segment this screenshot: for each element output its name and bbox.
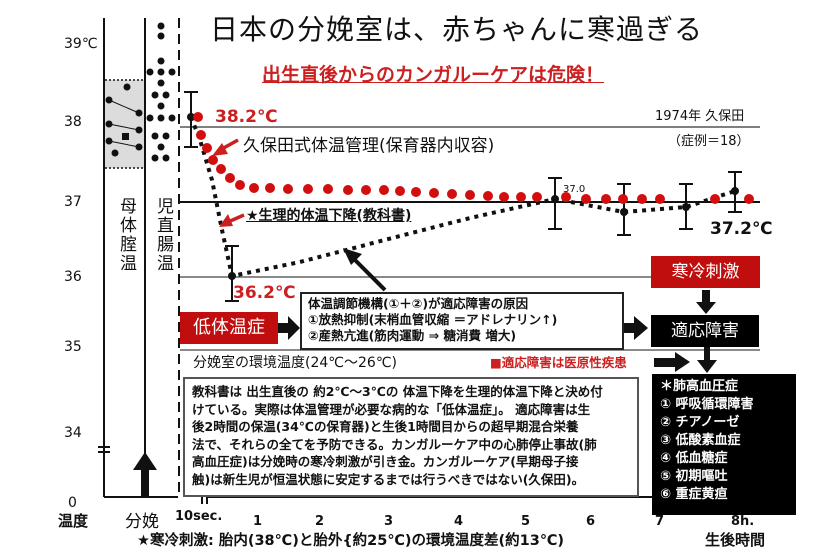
physiological-drop-curve	[189, 116, 736, 279]
infant-column-label: 児直腸温	[153, 197, 173, 273]
footnote-cold-stimulus: ★寒冷刺激: 胎内(38℃)と胎外{約25℃)の環境温度差(約13℃)	[137, 533, 565, 549]
kubota-method-label: 久保田式体温管理(保育器内収容)	[243, 136, 495, 156]
mechanism-box: 体温調節機構(①＋②)が適応障害の原因 ①放熱抑制(末梢血管収縮 ＝アドレナリン…	[300, 292, 624, 350]
infant-rectal-points	[146, 22, 176, 162]
x-tick-8h: 8h.	[731, 514, 755, 529]
complication-item: ③ 低酸素血症	[660, 433, 741, 448]
end-temp-label: 37.2℃	[710, 219, 773, 239]
hypothermia-box: 低体温症	[180, 312, 278, 344]
maternal-points	[105, 83, 143, 157]
y-tick-36: 36	[64, 269, 82, 285]
x-tick-1: 1	[253, 514, 263, 529]
cold-stimulus-box: 寒冷刺激	[651, 256, 760, 288]
low-temp-label: 36.2℃	[233, 283, 296, 303]
complication-item: ＊肺高血圧症	[660, 379, 739, 394]
point-37-label: 37.0	[563, 184, 586, 195]
x-tick-5: 5	[521, 514, 531, 529]
x-tick-4: 4	[454, 514, 464, 529]
mechanism-line-2: ②産熱亢進(筋肉運動 ⇒ 糖消費 増大)	[308, 328, 517, 343]
x-tick-6: 6	[586, 514, 596, 529]
textbook-explanation-box: 教科書は 出生直後の 約2℃〜3℃の 体温下降を生理的体温下降と決め付 けている…	[183, 377, 639, 497]
complications-list: ＊肺高血圧症 ① 呼吸循環障害 ② チアノーゼ ③ 低酸素血症 ④ 低血糖症 ⑤…	[652, 374, 796, 515]
x-tick-10sec: 10sec.	[175, 509, 223, 524]
x-tick-2: 2	[315, 514, 325, 529]
y-axis-label: 温度	[58, 512, 89, 530]
textbook-line: 教科書は 出生直後の 約2℃〜3℃の 体温下降を生理的体温下降と決め付	[192, 384, 603, 399]
y-tick-0: 0	[68, 495, 77, 511]
case-count: （症例＝18）	[668, 134, 750, 149]
textbook-line: 触)は新生児が恒温状態に安定するまでは行うべきではない(久保田)。	[192, 471, 585, 487]
room-temp-label: 分娩室の環境温度(24℃〜26℃)	[193, 355, 397, 371]
iatrogenic-label: ■適応障害は医原性疾患	[490, 355, 627, 370]
textbook-line: 後2時間の保温(34℃の保育器)と生後1時間目からの超早期混合栄養	[192, 419, 579, 434]
kubota-method-points	[193, 112, 754, 204]
birth-label: 分娩	[125, 512, 159, 532]
x-tick-3: 3	[384, 514, 394, 529]
y-tick-37: 37	[64, 194, 82, 210]
textbook-line: けている。実際は体温管理が必要な病的な「低体温症」。 適応障害は生	[192, 401, 591, 417]
y-tick-39: 39℃	[64, 36, 98, 52]
physiological-points	[187, 113, 739, 280]
mechanism-pointer-arrow	[343, 248, 387, 292]
page-title: 日本の分娩室は、赤ちゃんに寒過ぎる	[210, 13, 704, 46]
textbook-line: 高血圧症)は分娩時の寒冷刺激が引き金。カンガルーケア(早期母子接	[192, 454, 579, 469]
mechanism-line-1: ①放熱抑制(末梢血管収縮 ＝アドレナリン↑)	[308, 312, 558, 327]
y-tick-38: 38	[64, 114, 82, 130]
textbook-line: 法で、それらの全てを予防できる。カンガルーケア中の心肺停止事故(肺	[192, 436, 597, 452]
y-tick-34: 34	[64, 425, 82, 441]
complication-item: ⑤ 初期嘔吐	[660, 469, 728, 484]
page-subtitle: 出生直後からのカンガルーケアは危険！	[262, 64, 605, 86]
maternal-column-label: 母体腟温	[116, 197, 136, 273]
complication-item: ④ 低血糖症	[660, 451, 728, 466]
complication-item: ② チアノーゼ	[660, 415, 740, 430]
red-pointer-arrows	[212, 138, 245, 227]
complication-item: ⑥ 重症黄疸	[660, 487, 728, 502]
maladaptation-box: 適応障害	[651, 315, 759, 347]
x-tick-7: 7	[655, 514, 665, 529]
complication-item: ① 呼吸循環障害	[660, 397, 754, 412]
physiological-drop-label: ★生理的体温下降(教科書)	[246, 208, 412, 224]
start-temp-label: 38.2℃	[215, 107, 278, 127]
mechanism-title: 体温調節機構(①＋②)が適応障害の原因	[308, 296, 529, 311]
citation: 1974年 久保田	[655, 109, 745, 124]
y-tick-35: 35	[64, 339, 82, 355]
x-axis-label: 生後時間	[705, 531, 766, 549]
